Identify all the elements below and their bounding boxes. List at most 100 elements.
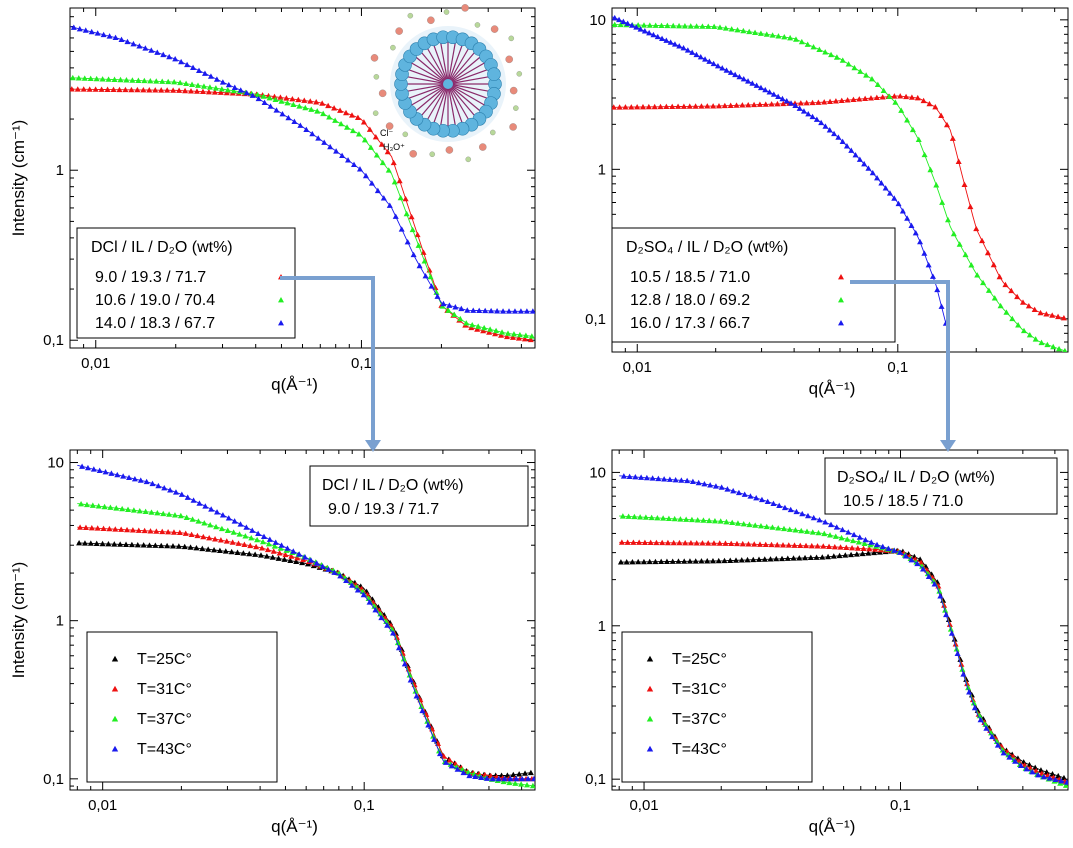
data-point — [634, 103, 641, 110]
micelle-tail — [415, 83, 449, 112]
data-point — [500, 778, 507, 785]
data-point — [480, 327, 487, 334]
data-point — [828, 51, 835, 58]
data-point — [788, 100, 795, 106]
data-point — [523, 308, 530, 314]
legend-marker — [838, 320, 844, 326]
data-point — [217, 537, 224, 543]
data-point — [196, 500, 203, 506]
data-point — [205, 88, 212, 95]
data-point — [414, 231, 421, 238]
data-point — [684, 47, 691, 53]
data-point — [672, 476, 679, 483]
data-point — [775, 93, 782, 99]
data-point — [718, 484, 725, 490]
data-point — [892, 99, 899, 105]
data-point — [170, 87, 177, 93]
data-point — [724, 486, 731, 492]
data-point — [177, 512, 184, 519]
composition-box: D₂SO₄/ IL / D₂O (wt%) 10.5 / 18.5 / 71.0 — [824, 457, 1058, 515]
data-point — [1049, 312, 1056, 318]
data-point — [164, 87, 171, 93]
data-point — [275, 555, 282, 561]
legend-marker — [646, 685, 654, 692]
data-point — [914, 560, 921, 567]
data-point — [224, 86, 231, 93]
data-point — [362, 172, 369, 179]
data-point — [818, 119, 825, 126]
data-point — [1049, 771, 1056, 777]
data-point — [655, 475, 662, 482]
data-point — [920, 566, 927, 572]
data-point — [1062, 347, 1068, 352]
data-point — [631, 513, 638, 520]
data-point — [654, 514, 661, 521]
data-point — [904, 215, 911, 221]
data-point — [825, 553, 832, 560]
data-point — [861, 160, 868, 167]
data-point — [715, 102, 722, 109]
micelle-tail — [447, 62, 485, 85]
legend-marker — [111, 655, 119, 662]
data-point — [758, 496, 765, 503]
data-point — [968, 262, 975, 268]
data-point — [880, 87, 887, 93]
data-point — [618, 539, 625, 545]
data-point — [338, 120, 345, 127]
data-point — [86, 86, 93, 92]
data-point — [865, 165, 872, 171]
chloride-ion — [402, 131, 409, 138]
data-point — [774, 100, 781, 107]
data-point — [297, 122, 304, 128]
data-point — [686, 103, 693, 109]
data-point — [624, 539, 631, 545]
data-point — [517, 308, 524, 314]
data-point — [948, 630, 955, 636]
data-point — [236, 531, 243, 537]
data-point — [728, 26, 735, 32]
data-point — [410, 251, 417, 258]
data-point — [815, 99, 822, 105]
data-point — [688, 516, 695, 523]
data-point — [837, 544, 844, 550]
data-point — [333, 148, 340, 154]
data-point — [988, 730, 995, 736]
data-point — [805, 110, 812, 117]
data-point — [412, 688, 419, 694]
data-point — [337, 107, 344, 113]
data-point — [768, 101, 775, 107]
data-point — [851, 531, 858, 538]
data-point — [172, 55, 179, 62]
data-point — [117, 76, 124, 83]
chart-panel-bottom-right: 0,01 0,1 10 1 0,1 q(Å⁻¹) T=25C° T=31C° T=37C° T=4… — [585, 449, 1069, 836]
data-point — [722, 540, 729, 546]
data-point — [504, 772, 511, 778]
data-point — [891, 93, 898, 99]
data-point — [422, 273, 429, 279]
data-point — [454, 766, 461, 772]
data-point — [213, 76, 220, 82]
data-point — [476, 307, 483, 313]
legend-entry-label: 10.6 / 19.0 / 70.4 — [95, 292, 215, 309]
data-point — [451, 311, 458, 318]
chloride-ion — [474, 22, 481, 28]
data-point — [247, 542, 254, 549]
data-point — [506, 779, 513, 786]
data-point — [874, 174, 881, 181]
data-point — [460, 769, 467, 776]
data-point — [676, 43, 683, 49]
data-point — [1008, 287, 1015, 294]
data-point — [217, 89, 224, 95]
data-point — [851, 64, 858, 71]
data-point — [307, 98, 314, 104]
x-axis-label: q(Å⁻¹) — [271, 375, 318, 394]
data-point — [448, 762, 455, 769]
legend-entry-label: T=37C° — [137, 711, 192, 728]
data-point — [196, 67, 203, 73]
data-point — [844, 536, 851, 542]
data-point — [732, 557, 739, 563]
data-point — [351, 161, 358, 168]
data-point — [201, 520, 208, 526]
micelle-tail — [447, 83, 476, 117]
data-point — [194, 82, 201, 88]
